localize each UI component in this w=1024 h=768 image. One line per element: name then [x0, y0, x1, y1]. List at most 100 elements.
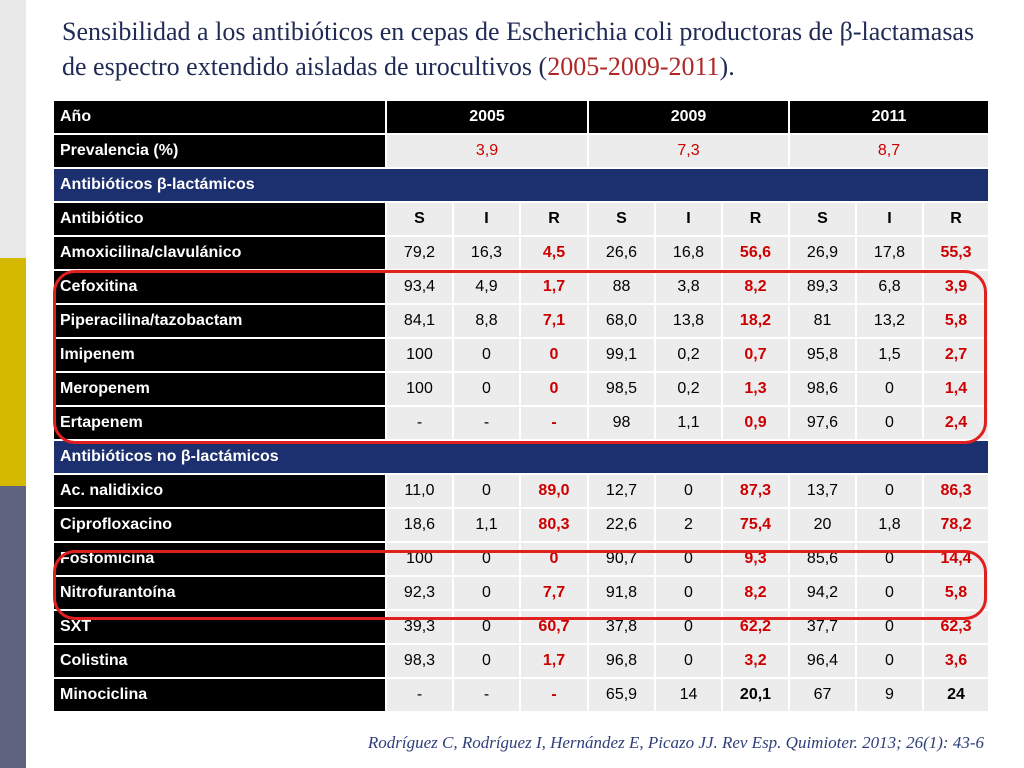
value-cell: 8,8 [452, 303, 521, 339]
antibiotic-name: Ac. nalidixico [52, 473, 387, 509]
resistance-value-cell: 7,7 [519, 575, 589, 611]
resistance-value-cell: 3,9 [921, 269, 991, 305]
value-cell: 0 [654, 609, 723, 645]
value-cell: 0 [452, 609, 521, 645]
value-cell: 26,9 [788, 235, 857, 271]
value-cell: 98,6 [788, 371, 857, 407]
value-cell: 22,6 [587, 507, 656, 543]
prevalence-2005: 3,9 [385, 133, 589, 169]
value-cell: 0,2 [654, 337, 723, 373]
value-cell: 98,5 [587, 371, 656, 407]
resistance-value-cell: 1,7 [519, 643, 589, 679]
antibiotic-name: Colistina [52, 643, 387, 679]
value-cell: 0 [855, 609, 924, 645]
resistance-value-cell: 3,6 [921, 643, 991, 679]
value-cell: 9 [855, 677, 924, 713]
citation: Rodríguez C, Rodríguez I, Hernández E, P… [367, 733, 984, 752]
value-cell: 0 [855, 575, 924, 611]
resistance-value-cell: 0 [519, 371, 589, 407]
value-cell: 1,8 [855, 507, 924, 543]
value-cell: 11,0 [385, 473, 454, 509]
value-cell: 96,4 [788, 643, 857, 679]
resistance-value-cell: 2,4 [921, 405, 991, 441]
sir-header-cell: R [721, 201, 790, 237]
value-cell: 0 [452, 337, 521, 373]
resistance-value-cell: 80,3 [519, 507, 589, 543]
sir-header-cell: I [855, 201, 924, 237]
section-label-beta-lactam: Antibióticos β-lactámicos [51, 167, 991, 203]
value-cell: 12,7 [587, 473, 656, 509]
value-cell: 95,8 [788, 337, 857, 373]
section-row-non-beta-lactam: Antibióticos no β-lactámicos [51, 439, 991, 475]
antibiotic-name: Meropenem [52, 371, 387, 407]
sir-header-cell: I [452, 201, 521, 237]
resistance-value-cell: 86,3 [921, 473, 991, 509]
sir-header-cell: S [788, 201, 857, 237]
resistance-value-cell: 20,1 [721, 677, 790, 713]
antibiotic-name: Nitrofurantoína [52, 575, 387, 611]
value-cell: 13,8 [654, 303, 723, 339]
sir-header-cell: R [519, 201, 589, 237]
antibiotic-name: Amoxicilina/clavulánico [52, 235, 387, 271]
value-cell: 13,7 [788, 473, 857, 509]
value-cell: 39,3 [385, 609, 454, 645]
value-cell: 0 [452, 371, 521, 407]
value-cell: 88 [587, 269, 656, 305]
table-row: Ciprofloxacino 18,6 1,1 80,3 22,6 2 75,4 20 1,8 7… [52, 507, 991, 543]
value-cell: 26,6 [587, 235, 656, 271]
value-cell: 0 [654, 473, 723, 509]
resistance-value-cell: 56,6 [721, 235, 790, 271]
resistance-value-cell: 8,2 [721, 269, 790, 305]
prevalence-2009: 7,3 [587, 133, 790, 169]
value-cell: 16,8 [654, 235, 723, 271]
value-cell: 0 [452, 575, 521, 611]
section-row-beta-lactam: Antibióticos β-lactámicos [51, 167, 991, 203]
resistance-value-cell: 75,4 [721, 507, 790, 543]
value-cell: 17,8 [855, 235, 924, 271]
value-cell: 79,2 [385, 235, 454, 271]
value-cell: 100 [385, 541, 454, 577]
resistance-value-cell: 5,8 [921, 575, 991, 611]
value-cell: 0 [452, 643, 521, 679]
value-cell: 1,1 [654, 405, 723, 441]
resistance-value-cell: 87,3 [721, 473, 790, 509]
resistance-value-cell: 18,2 [721, 303, 790, 339]
antibiotic-name: Imipenem [52, 337, 387, 373]
value-cell: 98,3 [385, 643, 454, 679]
resistance-value-cell: 3,2 [721, 643, 790, 679]
resistance-value-cell: 62,3 [921, 609, 991, 645]
year-header-row: Año 2005 2009 2011 [52, 99, 991, 135]
table-row: Ac. nalidixico 11,0 0 89,0 12,7 0 87,3 13,7 0 86,… [52, 473, 991, 509]
value-cell: 2 [654, 507, 723, 543]
table-row: SXT 39,3 0 60,7 37,8 0 62,2 37,7 0 62,3 [52, 609, 991, 645]
prevalence-label: Prevalencia (%) [52, 133, 387, 169]
sensitivity-table: Año 2005 2009 2011 Prevalencia (%) 3,9 7… [51, 99, 991, 713]
resistance-value-cell: 0,9 [721, 405, 790, 441]
value-cell: 98 [587, 405, 656, 441]
value-cell: 0 [452, 473, 521, 509]
value-cell: 0 [855, 405, 924, 441]
resistance-value-cell: 1,3 [721, 371, 790, 407]
resistance-value-cell: 0 [519, 541, 589, 577]
table-row: Meropenem 100 0 0 98,5 0,2 1,3 98,6 0 1,4 [52, 371, 991, 407]
title-text: Sensibilidad a los antibióticos en cepas… [62, 17, 975, 81]
year-2005: 2005 [385, 99, 589, 135]
value-cell: - [452, 405, 521, 441]
value-cell: 0 [654, 643, 723, 679]
value-cell: 100 [385, 371, 454, 407]
year-2011: 2011 [787, 99, 991, 135]
sir-header-cell: S [587, 201, 656, 237]
value-cell: 89,3 [788, 269, 857, 305]
year-2009: 2009 [587, 99, 790, 135]
value-cell: 84,1 [385, 303, 454, 339]
value-cell: 0 [855, 541, 924, 577]
value-cell: 65,9 [587, 677, 656, 713]
sir-header-cell: R [921, 201, 991, 237]
table-row: Amoxicilina/clavulánico 79,2 16,3 4,5 26,6 16… [52, 235, 991, 271]
value-cell: 0 [654, 575, 723, 611]
table-row: Imipenem 100 0 0 99,1 0,2 0,7 95,8 1,5 2,7 [52, 337, 991, 373]
side-decoration-yellow [0, 258, 26, 486]
antibiotic-name: Cefoxitina [52, 269, 387, 305]
resistance-value-cell: 55,3 [921, 235, 991, 271]
